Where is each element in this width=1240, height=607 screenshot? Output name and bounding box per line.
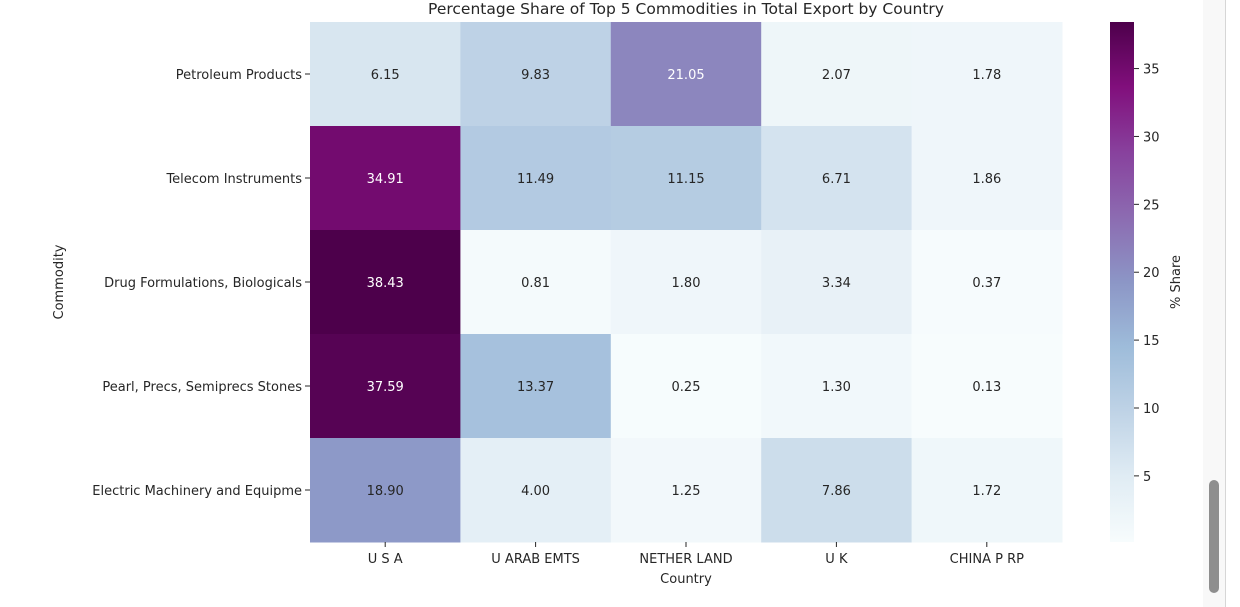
colorbar [1110, 22, 1134, 542]
cell-value-label: 11.15 [667, 172, 704, 187]
cell-value-label: 0.81 [521, 276, 550, 291]
chart-title: Percentage Share of Top 5 Commodities in… [428, 0, 944, 18]
scrollbar-track[interactable] [1203, 0, 1226, 607]
colorbar-tick-label: 30 [1143, 130, 1160, 145]
colorbar-tick-label: 10 [1143, 402, 1160, 417]
heatmap-cell [911, 334, 1063, 439]
cell-value-label: 1.80 [672, 276, 701, 291]
heatmap-cell [310, 438, 461, 543]
heatmap-cell [610, 230, 762, 335]
cell-value-label: 0.13 [972, 380, 1001, 395]
colorbar-tick-label: 35 [1143, 63, 1160, 78]
heatmap-cell [310, 22, 461, 127]
cell-value-label: 18.90 [367, 484, 404, 499]
heatmap-cell [460, 230, 612, 335]
cell-value-label: 1.72 [972, 484, 1001, 499]
y-tick-label: Petroleum Products [176, 68, 302, 83]
cell-value-label: 4.00 [521, 484, 550, 499]
cell-value-label: 38.43 [367, 276, 404, 291]
y-tick-labels: Petroleum Products Telecom Instruments Dru… [92, 68, 310, 499]
colorbar-tick-label: 5 [1143, 470, 1151, 485]
x-tick-labels: U S A U ARAB EMTS NETHER LAND U K CHINA P RP [368, 542, 1024, 567]
colorbar-tick-label: 25 [1143, 198, 1160, 213]
heatmap-cell [310, 334, 461, 439]
heatmap-cell [460, 438, 612, 543]
cell-value-label: 1.78 [972, 68, 1001, 83]
cell-value-label: 7.86 [822, 484, 851, 499]
heatmap-cell [911, 126, 1063, 231]
x-axis-label: Country [660, 572, 712, 587]
colorbar-ticks: 5 10 15 20 25 30 35 [1134, 63, 1160, 485]
y-tick-label: Drug Formulations, Biologicals [104, 276, 302, 291]
x-tick-label: U S A [368, 552, 403, 567]
cell-value-label: 1.86 [972, 172, 1001, 187]
cell-value-label: 0.25 [672, 380, 701, 395]
y-tick-label: Telecom Instruments [165, 172, 302, 187]
heatmap-cell [310, 126, 461, 231]
heatmap-cell [761, 230, 913, 335]
y-tick-label: Pearl, Precs, Semiprecs Stones [102, 380, 302, 395]
cell-value-label: 3.34 [822, 276, 851, 291]
heatmap-cell [761, 126, 913, 231]
x-tick-label: U ARAB EMTS [491, 552, 580, 567]
heatmap-cell [610, 334, 762, 439]
heatmap-cell [610, 22, 762, 127]
x-tick-label: CHINA P RP [950, 552, 1024, 567]
heatmap-cell [911, 22, 1063, 127]
heatmap-cell [761, 438, 913, 543]
heatmap-cell [761, 22, 913, 127]
cell-value-label: 6.15 [371, 68, 400, 83]
heatmap-cell [460, 126, 612, 231]
scrollbar-thumb[interactable] [1209, 480, 1219, 593]
cell-value-label: 0.37 [972, 276, 1001, 291]
x-tick-label: NETHER LAND [639, 552, 732, 567]
x-tick-label: U K [825, 552, 848, 567]
cell-value-label: 1.25 [672, 484, 701, 499]
cell-value-label: 21.05 [667, 68, 704, 83]
cell-value-label: 34.91 [367, 172, 404, 187]
cell-value-label: 37.59 [367, 380, 404, 395]
cell-value-label: 13.37 [517, 380, 554, 395]
heatmap-cell [911, 438, 1063, 543]
heatmap-cell [610, 126, 762, 231]
colorbar-tick-label: 15 [1143, 334, 1160, 349]
y-axis-label: Commodity [52, 244, 67, 319]
heatmap-cell [460, 22, 612, 127]
colorbar-label: % Share [1169, 255, 1184, 309]
heatmap-cell [610, 438, 762, 543]
cell-value-label: 11.49 [517, 172, 554, 187]
cell-value-label: 6.71 [822, 172, 851, 187]
cell-value-label: 1.30 [822, 380, 851, 395]
heatmap-cell [911, 230, 1063, 335]
colorbar-tick-label: 20 [1143, 266, 1160, 281]
cell-value-label: 2.07 [822, 68, 851, 83]
heatmap-cell [761, 334, 913, 439]
heatmap-cell [460, 334, 612, 439]
heatmap-cell [310, 230, 461, 335]
heatmap-cells: 6.15 9.83 21.05 2.07 1.78 34.91 11.49 11.15 6.71… [310, 22, 1063, 543]
cell-value-label: 9.83 [521, 68, 550, 83]
y-tick-label: Electric Machinery and Equipme [92, 484, 302, 499]
